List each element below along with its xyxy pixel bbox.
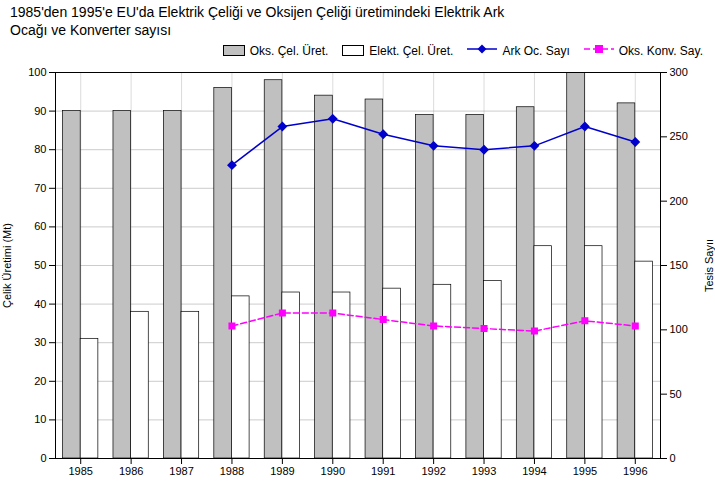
html-text:Elekt. Çel. Üret.: Elekt. Çel. Üret.	[369, 43, 454, 58]
svg-text:1996: 1996	[623, 465, 647, 477]
svg-text:100: 100	[28, 66, 46, 78]
svg-text:10: 10	[34, 413, 46, 425]
svg-text:1994: 1994	[522, 465, 546, 477]
svg-text:1985: 1985	[68, 465, 92, 477]
svg-text:1993: 1993	[472, 465, 496, 477]
svg-text:0: 0	[670, 452, 676, 464]
svg-text:150: 150	[670, 259, 688, 271]
svg-text:20: 20	[34, 375, 46, 387]
svg-text:1990: 1990	[321, 465, 345, 477]
svg-text:70: 70	[34, 182, 46, 194]
svg-text:60: 60	[34, 220, 46, 232]
html-text:Ark Oc. Sayı: Ark Oc. Sayı	[502, 43, 570, 58]
svg-text:1992: 1992	[421, 465, 445, 477]
svg-text:100: 100	[670, 323, 688, 335]
svg-text:30: 30	[34, 336, 46, 348]
svg-text:1986: 1986	[119, 465, 143, 477]
svg-text:50: 50	[34, 259, 46, 271]
svg-text:1995: 1995	[573, 465, 597, 477]
svg-text:300: 300	[670, 66, 688, 78]
svg-text:1989: 1989	[270, 465, 294, 477]
svg-text:80: 80	[34, 143, 46, 155]
svg-text:Tesis Sayıı: Tesis Sayıı	[703, 239, 715, 292]
svg-text:40: 40	[34, 298, 46, 310]
svg-text:1991: 1991	[371, 465, 395, 477]
svg-text:200: 200	[670, 195, 688, 207]
html-text:Oks. Konv. Say.: Oks. Konv. Say.	[618, 43, 703, 58]
svg-text:250: 250	[670, 130, 688, 142]
svg-text:0: 0	[40, 452, 46, 464]
html-text:Oks. Çel. Üret.: Oks. Çel. Üret.	[249, 43, 329, 58]
svg-text:1988: 1988	[220, 465, 244, 477]
svg-text:Çelik Üretimi (Mt): Çelik Üretimi (Mt)	[1, 223, 13, 308]
svg-text:90: 90	[34, 105, 46, 117]
svg-text:1987: 1987	[169, 465, 193, 477]
svg-text:50: 50	[670, 388, 682, 400]
html-text:1985'den 1995'e EU'da Elektrik: 1985'den 1995'e EU'da Elektrik Çeliği ve…	[10, 4, 505, 38]
